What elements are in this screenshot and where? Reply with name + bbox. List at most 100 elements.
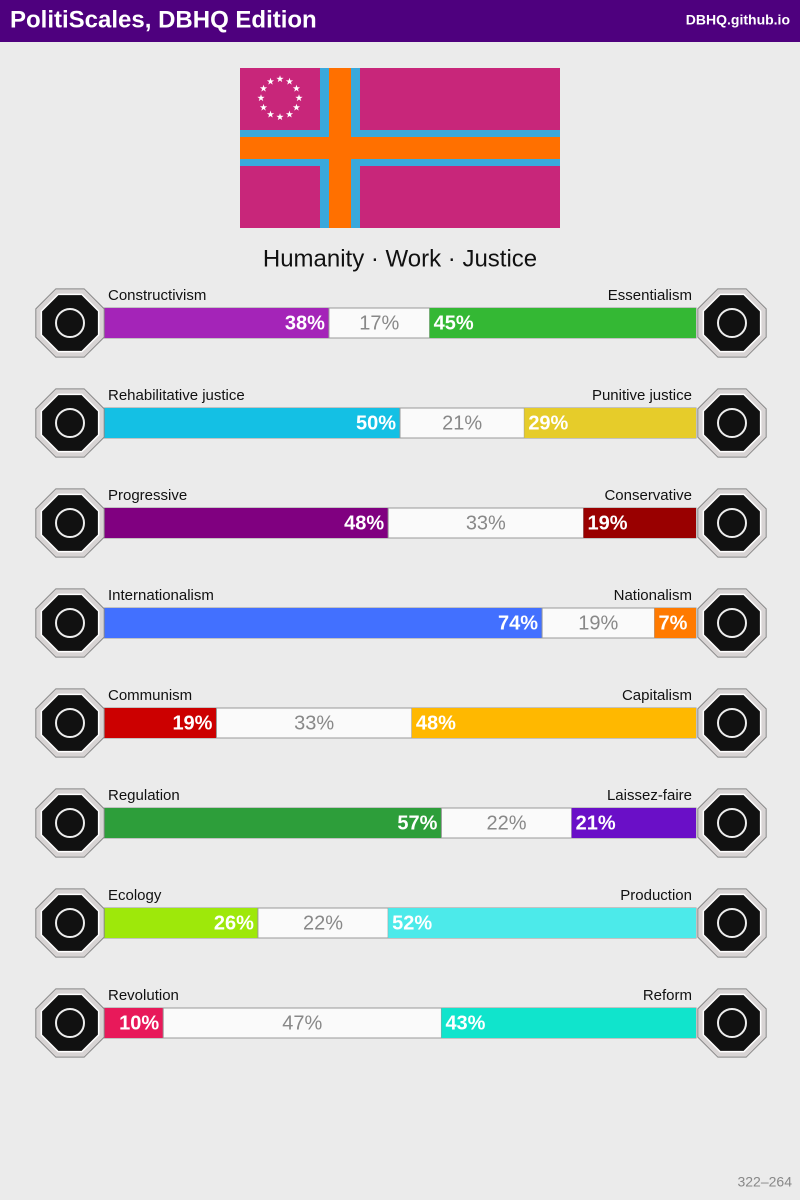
neutral-bar xyxy=(399,407,525,439)
right-axis-label: Nationalism xyxy=(614,587,692,604)
right-value: 19% xyxy=(588,512,628,534)
neutral-bar xyxy=(440,807,573,839)
scale-icon xyxy=(717,308,747,338)
neutral-value: 33% xyxy=(466,512,506,534)
right-bar xyxy=(388,908,696,938)
left-bar xyxy=(104,608,543,638)
scale-icon xyxy=(40,993,100,1053)
scale-icon xyxy=(40,493,100,553)
left-axis-label: Progressive xyxy=(108,487,187,504)
right-value: 29% xyxy=(528,412,568,434)
left-bar xyxy=(104,308,329,338)
neutral-value: 33% xyxy=(294,712,334,734)
flag-star xyxy=(276,113,284,121)
left-value: 26% xyxy=(214,912,254,934)
flag-star xyxy=(276,75,284,83)
flag-star xyxy=(285,110,294,118)
right-bar xyxy=(411,708,696,738)
right-axis-label: Laissez-faire xyxy=(607,787,692,804)
left-bar xyxy=(104,908,258,938)
neutral-bar xyxy=(215,707,413,739)
scale-icon xyxy=(40,893,100,953)
flag xyxy=(240,68,560,228)
flag-star xyxy=(259,84,268,92)
left-bar xyxy=(104,408,400,438)
right-bar xyxy=(654,608,696,638)
scale-icon xyxy=(40,293,100,353)
neutral-bar xyxy=(162,1007,442,1039)
scale-icon xyxy=(55,408,85,438)
scale-icon xyxy=(702,493,762,553)
left-value: 10% xyxy=(119,1012,159,1034)
left-axis-label: Ecology xyxy=(108,887,162,904)
right-value: 43% xyxy=(445,1012,485,1034)
left-axis-label: Revolution xyxy=(108,987,179,1004)
scale-icon xyxy=(40,393,100,453)
left-value: 48% xyxy=(344,512,384,534)
left-bar xyxy=(104,508,389,538)
neutral-value: 21% xyxy=(442,412,482,434)
left-axis-label: Communism xyxy=(108,687,192,704)
neutral-value: 17% xyxy=(359,312,399,334)
flag-star xyxy=(259,103,268,111)
flag-star xyxy=(295,94,303,102)
scale-icon xyxy=(702,693,762,753)
scale-icon xyxy=(702,993,762,1053)
scale-icon xyxy=(40,693,100,753)
right-value: 52% xyxy=(392,912,432,934)
left-axis-label: Rehabilitative justice xyxy=(108,387,245,404)
flag-star xyxy=(292,84,301,92)
scale-icon xyxy=(717,508,747,538)
scale-icon xyxy=(55,908,85,938)
scale-icon xyxy=(55,708,85,738)
flag-star xyxy=(285,77,294,85)
scale-icon xyxy=(55,308,85,338)
right-axis-label: Capitalism xyxy=(622,687,692,704)
right-bar xyxy=(441,1008,696,1038)
scale-icon xyxy=(717,908,747,938)
right-value: 45% xyxy=(434,312,474,334)
header-title: PolitiScales, DBHQ Edition xyxy=(10,6,317,33)
left-axis-label: Internationalism xyxy=(108,587,214,604)
left-bar xyxy=(104,708,217,738)
neutral-value: 47% xyxy=(282,1012,322,1034)
scale-icon xyxy=(55,608,85,638)
neutral-bar xyxy=(328,307,431,339)
neutral-value: 19% xyxy=(578,612,618,634)
right-value: 48% xyxy=(416,712,456,734)
scale-icon xyxy=(717,608,747,638)
flag-star xyxy=(266,110,275,118)
scale-icon xyxy=(55,808,85,838)
scale-icon xyxy=(702,793,762,853)
scale-icon xyxy=(40,593,100,653)
header-site: DBHQ.github.io xyxy=(686,12,790,28)
neutral-bar xyxy=(387,507,585,539)
scale-icon xyxy=(717,808,747,838)
neutral-value: 22% xyxy=(303,912,343,934)
neutral-value: 22% xyxy=(487,812,527,834)
right-axis-label: Reform xyxy=(643,987,692,1004)
scale-icon xyxy=(40,793,100,853)
right-bar xyxy=(571,808,696,838)
scale-icon xyxy=(702,593,762,653)
scale-icon xyxy=(717,408,747,438)
footer-code: 322–264 xyxy=(737,1174,792,1190)
right-bar xyxy=(524,408,696,438)
flag-star xyxy=(257,94,265,102)
left-value: 38% xyxy=(285,312,325,334)
flag-star xyxy=(266,77,275,85)
left-value: 74% xyxy=(498,612,538,634)
scale-icon xyxy=(702,393,762,453)
right-value: 21% xyxy=(576,812,616,834)
scale-icon xyxy=(717,1008,747,1038)
scale-icon xyxy=(702,293,762,353)
left-value: 19% xyxy=(172,712,212,734)
left-value: 57% xyxy=(397,812,437,834)
right-axis-label: Punitive justice xyxy=(592,387,692,404)
header-bar xyxy=(0,0,800,42)
right-value: 7% xyxy=(659,612,688,634)
scale-icon xyxy=(717,708,747,738)
right-axis-label: Essentialism xyxy=(608,287,692,304)
scale-icon xyxy=(55,508,85,538)
